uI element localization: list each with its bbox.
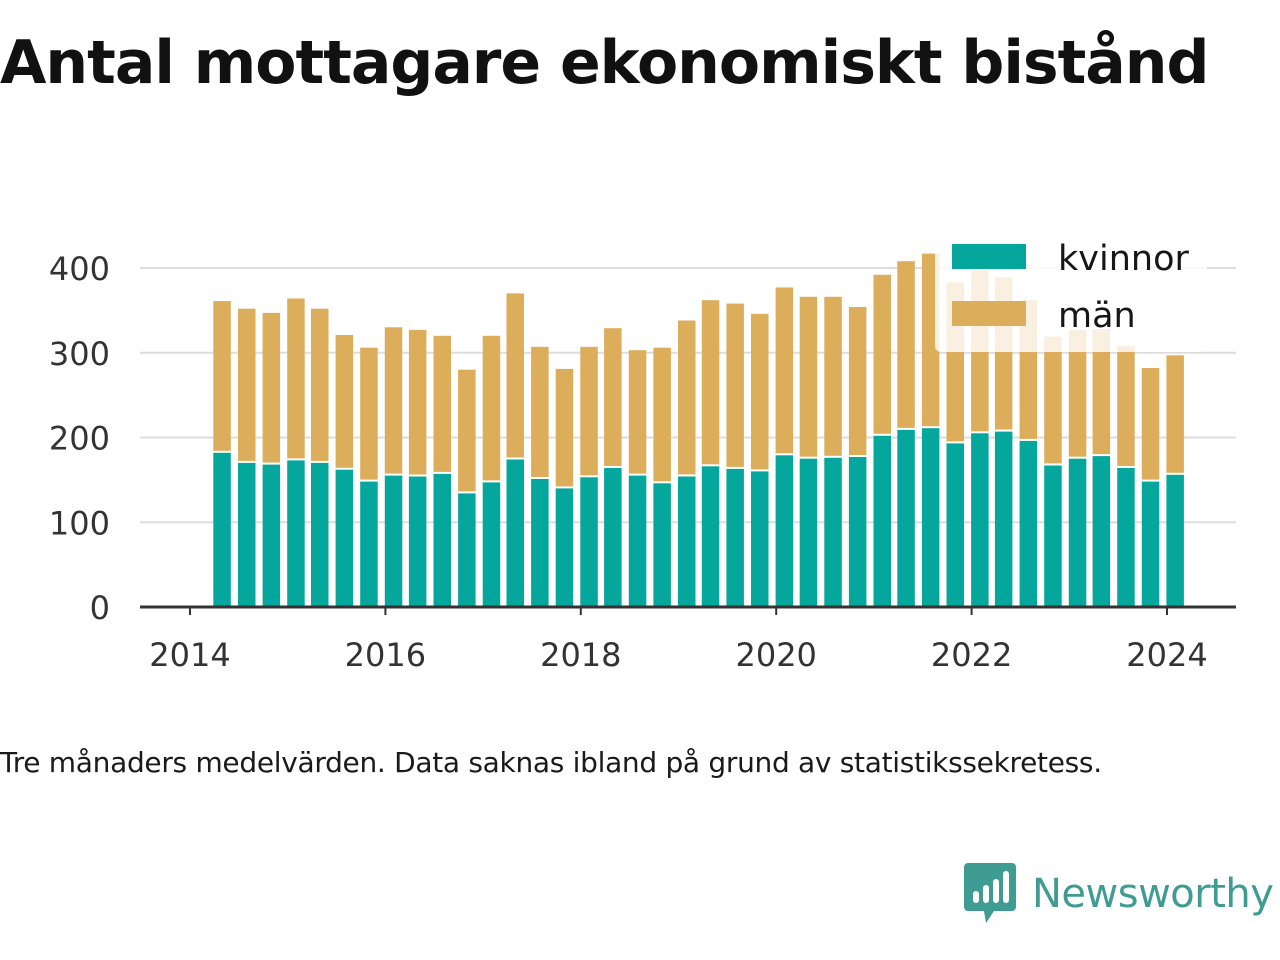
bar-kvinnor bbox=[262, 464, 281, 607]
bar-kvinnor bbox=[311, 462, 329, 607]
x-tick-label: 2014 bbox=[149, 636, 230, 674]
bar-man bbox=[408, 329, 427, 475]
x-tick-label: 2024 bbox=[1126, 636, 1207, 674]
bar-man bbox=[482, 335, 501, 481]
y-tick-label: 0 bbox=[90, 589, 110, 627]
legend-label: män bbox=[1058, 296, 1136, 336]
bar-kvinnor bbox=[1141, 481, 1160, 607]
axes: 0 100 200 300 400 2014 2016 2018 2020 2022 2024 bbox=[49, 250, 1236, 674]
bar-man bbox=[506, 293, 524, 458]
bar-man bbox=[1117, 346, 1135, 466]
y-tick-label: 200 bbox=[49, 420, 110, 458]
bar-man bbox=[1044, 336, 1062, 464]
bar-man bbox=[873, 274, 891, 434]
bar-man bbox=[458, 369, 476, 492]
bar-kvinnor bbox=[921, 428, 940, 607]
bar-man bbox=[384, 327, 403, 474]
brand-name: Newsworthy bbox=[1032, 871, 1274, 917]
bar-kvinnor bbox=[1068, 458, 1087, 607]
bar-kvinnor bbox=[458, 493, 476, 607]
legend-label: kvinnor bbox=[1058, 239, 1189, 279]
bar-kvinnor bbox=[678, 476, 696, 607]
bar-kvinnor bbox=[1019, 440, 1038, 607]
bar-man bbox=[433, 335, 451, 472]
bar-kvinnor bbox=[580, 477, 598, 607]
bar-kvinnor bbox=[531, 479, 549, 607]
bar-man bbox=[555, 368, 574, 487]
legend: kvinnor män bbox=[935, 234, 1207, 352]
bar-man bbox=[653, 347, 671, 482]
x-tick-label: 2022 bbox=[931, 636, 1012, 674]
bar-kvinnor bbox=[360, 481, 378, 607]
bar-man bbox=[897, 261, 915, 428]
bar-kvinnor bbox=[971, 433, 989, 607]
chart-footnote: Tre månaders medelvärden. Data saknas ib… bbox=[0, 746, 1102, 779]
legend-swatch bbox=[952, 301, 1026, 326]
bar-man bbox=[580, 346, 598, 476]
bar-kvinnor bbox=[946, 443, 964, 607]
bar-kvinnor bbox=[238, 462, 256, 607]
bar-man bbox=[1166, 355, 1184, 473]
bar-man bbox=[360, 347, 378, 480]
bar-man bbox=[751, 313, 769, 470]
chart-title: Antal mottagare ekonomiskt bistånd bbox=[0, 28, 1209, 98]
bar-man bbox=[824, 296, 842, 456]
bar-kvinnor bbox=[482, 482, 501, 607]
bar-kvinnor bbox=[751, 471, 769, 607]
y-tick-label: 100 bbox=[49, 504, 110, 542]
bar-man bbox=[531, 346, 549, 477]
bar-man bbox=[335, 335, 354, 468]
newsworthy-logo-icon bbox=[964, 863, 1016, 923]
bar-kvinnor bbox=[799, 458, 818, 607]
bar-man bbox=[287, 298, 305, 459]
bar-kvinnor bbox=[384, 475, 403, 607]
bar-kvinnor bbox=[1117, 468, 1135, 607]
bar-man bbox=[311, 308, 329, 461]
bar-kvinnor bbox=[1092, 456, 1111, 607]
bar-kvinnor bbox=[287, 460, 305, 607]
bar-kvinnor bbox=[433, 473, 451, 607]
x-tick-label: 2018 bbox=[540, 636, 621, 674]
bar-kvinnor bbox=[408, 476, 427, 607]
bar-man bbox=[678, 320, 696, 475]
brand: Newsworthy bbox=[964, 862, 1274, 926]
bar-man bbox=[1068, 329, 1087, 457]
bar-man bbox=[775, 287, 794, 454]
bar-man bbox=[1141, 368, 1160, 480]
bar-kvinnor bbox=[628, 475, 647, 607]
bar-man bbox=[848, 307, 867, 455]
bar-kvinnor bbox=[824, 457, 842, 607]
bar-man bbox=[604, 328, 622, 466]
bar-kvinnor bbox=[506, 459, 524, 607]
bar-kvinnor bbox=[653, 483, 671, 607]
bar-kvinnor bbox=[897, 429, 915, 607]
bar-kvinnor bbox=[726, 468, 744, 607]
bar-man bbox=[628, 350, 647, 474]
bar-kvinnor bbox=[213, 452, 231, 607]
bar-kvinnor bbox=[555, 488, 574, 607]
stacked-bar-chart: 0 100 200 300 400 2014 2016 2018 2020 2022 2024 kv… bbox=[48, 234, 1236, 674]
bar-man bbox=[799, 296, 818, 457]
bar-kvinnor bbox=[1044, 465, 1062, 607]
x-tick-label: 2016 bbox=[345, 636, 426, 674]
bar-kvinnor bbox=[994, 431, 1013, 607]
y-tick-label: 300 bbox=[49, 335, 110, 373]
bar-kvinnor bbox=[848, 457, 867, 607]
bar-man bbox=[701, 300, 720, 465]
legend-swatch bbox=[952, 244, 1026, 269]
bar-kvinnor bbox=[335, 469, 354, 607]
bar-man bbox=[213, 301, 231, 451]
bar-kvinnor bbox=[775, 455, 794, 607]
bar-kvinnor bbox=[873, 435, 891, 607]
bar-man bbox=[726, 303, 744, 467]
x-tick-label: 2020 bbox=[735, 636, 816, 674]
bar-man bbox=[1092, 329, 1111, 455]
bar-man bbox=[238, 308, 256, 461]
y-tick-label: 400 bbox=[49, 250, 110, 288]
bar-kvinnor bbox=[1166, 474, 1184, 607]
bar-man bbox=[262, 312, 281, 463]
bar-kvinnor bbox=[604, 468, 622, 607]
bar-kvinnor bbox=[701, 466, 720, 607]
